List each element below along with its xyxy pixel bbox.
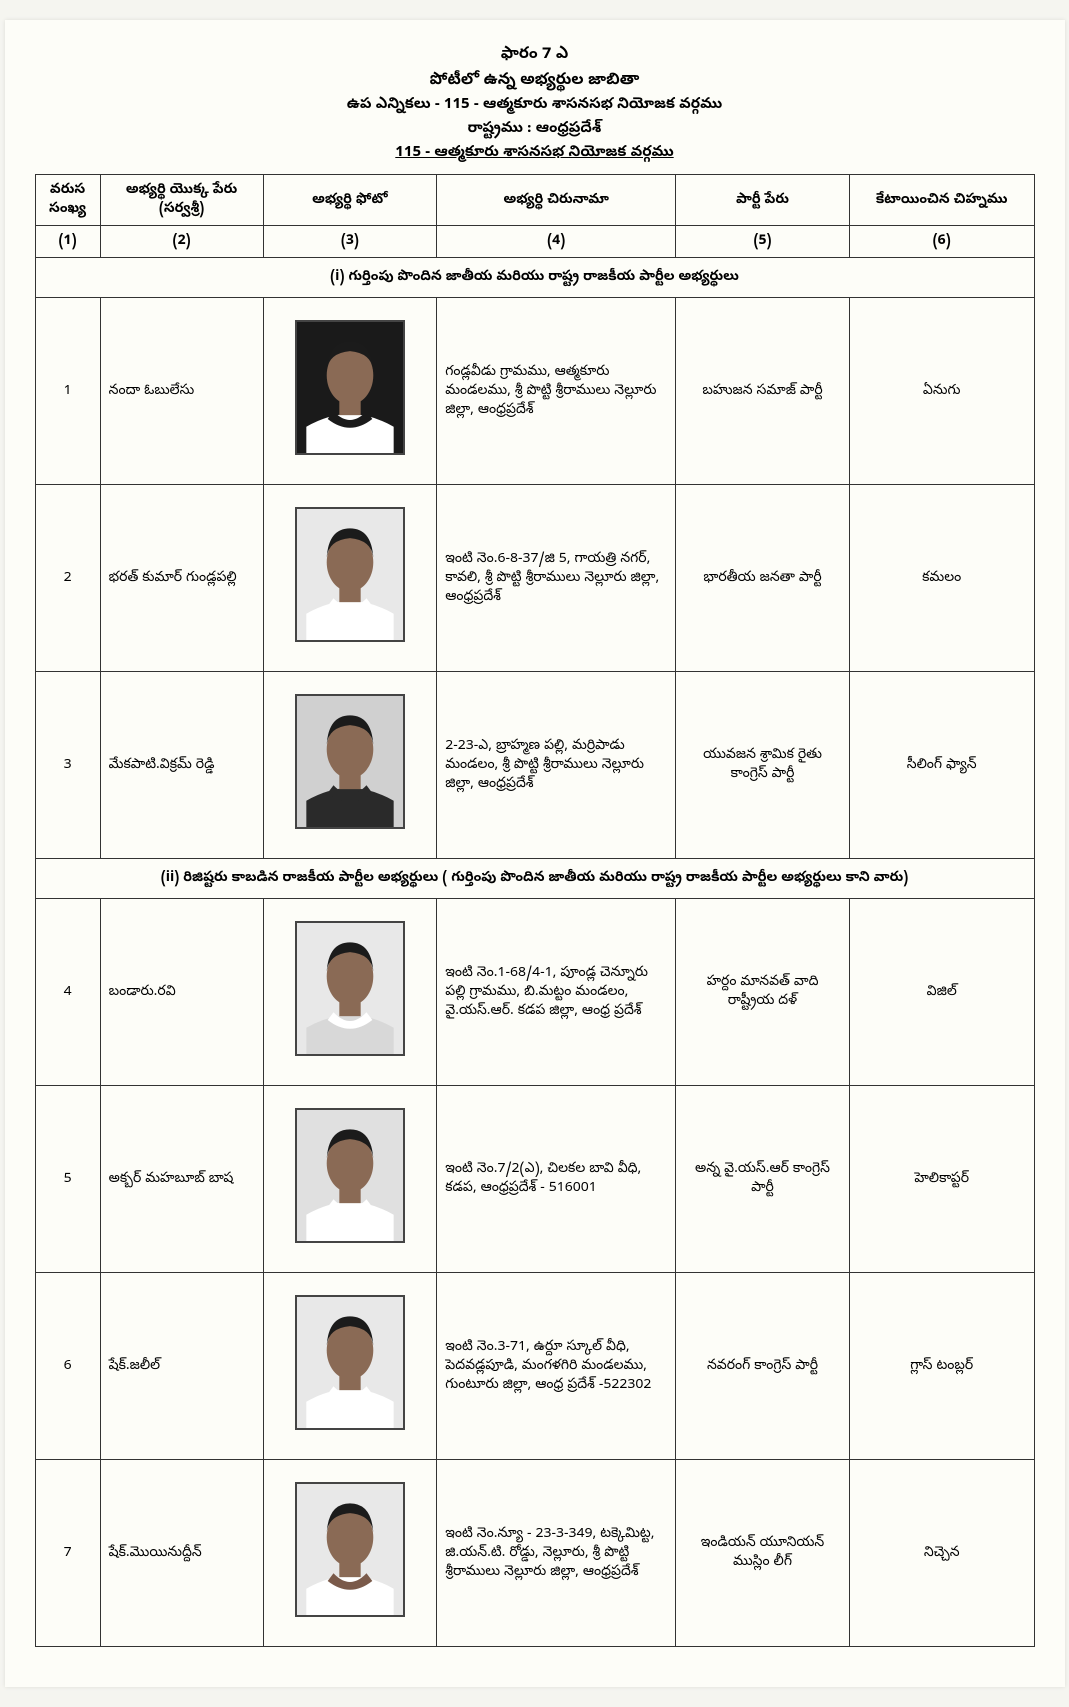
cell-name: బండారు.రవి bbox=[100, 899, 263, 1086]
cell-party: యువజన శ్రామిక రైతు కాంగ్రెస్ పార్టీ bbox=[676, 672, 850, 859]
col-photo-header: అభ్యర్థి ఫోటో bbox=[263, 175, 437, 226]
table-row: 6షేక్.జలీల్ ఇంటి నెం.3-71, ఉర్దూ స్కూల్ … bbox=[35, 1273, 1034, 1460]
cell-name: భరత్ కుమార్ గుండ్లపల్లి bbox=[100, 485, 263, 672]
cell-sno: 1 bbox=[35, 298, 100, 485]
cell-symbol: నిచ్చెన bbox=[849, 1460, 1034, 1647]
page-title: పోటీలో ఉన్న అభ్యర్థుల జాబితా bbox=[35, 70, 1035, 92]
cell-symbol: హెలికాప్టర్ bbox=[849, 1086, 1034, 1273]
candidate-photo bbox=[295, 320, 405, 455]
cell-photo bbox=[263, 899, 437, 1086]
cell-photo bbox=[263, 1460, 437, 1647]
candidate-photo bbox=[295, 921, 405, 1056]
table-header-row: వరుస సంఖ్య అభ్యర్థి యొక్క పేరు (సర్వశ్రీ… bbox=[35, 175, 1034, 226]
cell-sno: 5 bbox=[35, 1086, 100, 1273]
cell-party: ఇండియన్ యూనియన్ ముస్లిం లీగ్ bbox=[676, 1460, 850, 1647]
cell-address: ఇంటి నెం.3-71, ఉర్దూ స్కూల్ వీధి, పెదవడ్… bbox=[437, 1273, 676, 1460]
col-symbol-header: కేటాయించిన చిహ్నము bbox=[849, 175, 1034, 226]
cell-address: ఇంటి నెం.1-68/4-1, పూండ్ల చెన్నూరు పల్లి… bbox=[437, 899, 676, 1086]
table-row: 3మేకపాటి.విక్రమ్ రెడ్డి 2-23-ఎ, బ్రాహ్మణ… bbox=[35, 672, 1034, 859]
cell-symbol: విజిల్ bbox=[849, 899, 1034, 1086]
state-label: రాష్ట్రము : ఆంధ్రప్రదేశ్ bbox=[35, 120, 1035, 140]
cell-sno: 3 bbox=[35, 672, 100, 859]
col-party-header: పార్టీ పేరు bbox=[676, 175, 850, 226]
cell-symbol: కమలం bbox=[849, 485, 1034, 672]
cell-photo bbox=[263, 298, 437, 485]
col-name-header: అభ్యర్థి యొక్క పేరు (సర్వశ్రీ) bbox=[100, 175, 263, 226]
candidate-photo bbox=[295, 1108, 405, 1243]
cell-address: గండ్లవీడు గ్రామము, ఆత్మకూరు మండలము, శ్రీ… bbox=[437, 298, 676, 485]
cell-name: షేక్.మొయినుద్దీన్ bbox=[100, 1460, 263, 1647]
cell-party: నవరంగ్ కాంగ్రెస్ పార్టీ bbox=[676, 1273, 850, 1460]
col-address-num: (4) bbox=[437, 226, 676, 258]
table-row: 2భరత్ కుమార్ గుండ్లపల్లి ఇంటి నెం.6-8-37… bbox=[35, 485, 1034, 672]
page: ఫారం 7 ఎ పోటీలో ఉన్న అభ్యర్థుల జాబితా ఉప… bbox=[5, 20, 1065, 1687]
cell-photo bbox=[263, 1086, 437, 1273]
cell-sno: 2 bbox=[35, 485, 100, 672]
cell-sno: 6 bbox=[35, 1273, 100, 1460]
page-header: ఫారం 7 ఎ పోటీలో ఉన్న అభ్యర్థుల జాబితా ఉప… bbox=[35, 44, 1035, 164]
candidate-photo bbox=[295, 694, 405, 829]
candidate-photo bbox=[295, 507, 405, 642]
candidate-photo bbox=[295, 1482, 405, 1617]
section-heading: (i) గుర్తింపు పొందిన జాతీయ మరియు రాష్ట్ర… bbox=[35, 258, 1034, 298]
cell-name: మేకపాటి.విక్రమ్ రెడ్డి bbox=[100, 672, 263, 859]
cell-party: అన్న వై.యస్.ఆర్ కాంగ్రెస్ పార్టీ bbox=[676, 1086, 850, 1273]
cell-symbol: గ్లాస్ టంబ్లర్ bbox=[849, 1273, 1034, 1460]
cell-sno: 7 bbox=[35, 1460, 100, 1647]
constituency-label: 115 - ఆత్మకూరు శాసనసభ నియోజక వర్గము bbox=[35, 144, 1035, 164]
cell-address: 2-23-ఎ, బ్రాహ్మణ పల్లి, మర్రిపాడు మండలం,… bbox=[437, 672, 676, 859]
cell-name: అక్బర్ మహబూబ్ బాష bbox=[100, 1086, 263, 1273]
cell-address: ఇంటి నెం.న్యూ - 23-3-349, టక్కెమిట్ట, జి… bbox=[437, 1460, 676, 1647]
col-sno-header: వరుస సంఖ్య bbox=[35, 175, 100, 226]
table-row: 4బండారు.రవి ఇంటి నెం.1-68/4-1, పూండ్ల చె… bbox=[35, 899, 1034, 1086]
cell-address: ఇంటి నెం.7/2(ఎ), చిలకల బావి వీధి, కడప, ఆ… bbox=[437, 1086, 676, 1273]
cell-photo bbox=[263, 672, 437, 859]
candidate-photo bbox=[295, 1295, 405, 1430]
col-address-header: అభ్యర్థి చిరునామా bbox=[437, 175, 676, 226]
cell-photo bbox=[263, 485, 437, 672]
cell-photo bbox=[263, 1273, 437, 1460]
page-subtitle: ఉప ఎన్నికలు - 115 - ఆత్మకూరు శాసనసభ నియో… bbox=[35, 96, 1035, 116]
candidates-table: వరుస సంఖ్య అభ్యర్థి యొక్క పేరు (సర్వశ్రీ… bbox=[35, 174, 1035, 1647]
cell-name: నందా ఓబులేసు bbox=[100, 298, 263, 485]
table-row: 5అక్బర్ మహబూబ్ బాష ఇంటి నెం.7/2(ఎ), చిలక… bbox=[35, 1086, 1034, 1273]
cell-sno: 4 bbox=[35, 899, 100, 1086]
cell-party: బహుజన సమాజ్ పార్టీ bbox=[676, 298, 850, 485]
table-number-row: (1) (2) (3) (4) (5) (6) bbox=[35, 226, 1034, 258]
col-photo-num: (3) bbox=[263, 226, 437, 258]
cell-symbol: ఏనుగు bbox=[849, 298, 1034, 485]
table-row: 7షేక్.మొయినుద్దీన్ ఇంటి నెం.న్యూ - 23-3-… bbox=[35, 1460, 1034, 1647]
cell-party: భారతీయ జనతా పార్టీ bbox=[676, 485, 850, 672]
cell-address: ఇంటి నెం.6-8-37/జి 5, గాయత్రి నగర్, కావల… bbox=[437, 485, 676, 672]
cell-party: హర్దం మానవత్ వాది రాష్ట్రీయ దళ్ bbox=[676, 899, 850, 1086]
col-symbol-num: (6) bbox=[849, 226, 1034, 258]
cell-symbol: సీలింగ్ ఫ్యాన్ bbox=[849, 672, 1034, 859]
cell-name: షేక్.జలీల్ bbox=[100, 1273, 263, 1460]
col-party-num: (5) bbox=[676, 226, 850, 258]
col-name-num: (2) bbox=[100, 226, 263, 258]
col-sno-num: (1) bbox=[35, 226, 100, 258]
section-heading: (ii) రిజిష్టరు కాబడిన రాజకీయ పార్టీల అభ్… bbox=[35, 859, 1034, 899]
form-number: ఫారం 7 ఎ bbox=[35, 44, 1035, 66]
table-row: 1నందా ఓబులేసు గండ్లవీడు గ్రామము, ఆత్మకూర… bbox=[35, 298, 1034, 485]
